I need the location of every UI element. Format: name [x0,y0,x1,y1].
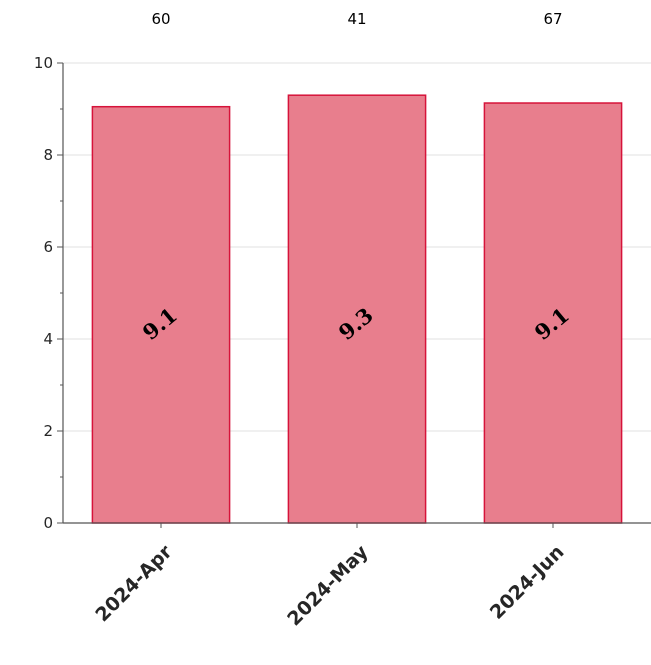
y-tick-label: 0 [43,514,53,532]
x-tick-label: 2024-May [283,541,373,631]
bar-count-annotation: 41 [347,10,366,28]
bar [483,102,623,524]
bar-count-annotation: 60 [151,10,170,28]
y-tick-label: 8 [43,146,53,164]
y-tick-label: 6 [43,238,53,256]
y-tick-label: 2 [43,422,53,440]
y-tick-label: 4 [43,330,53,348]
x-tick-label: 2024-Jun [486,541,569,624]
bar [91,105,231,524]
bar-count-annotation: 67 [543,10,562,28]
y-tick-label: 10 [34,54,53,72]
bars [91,94,623,524]
x-tick-label: 2024-Apr [91,541,177,627]
axes [57,62,651,528]
